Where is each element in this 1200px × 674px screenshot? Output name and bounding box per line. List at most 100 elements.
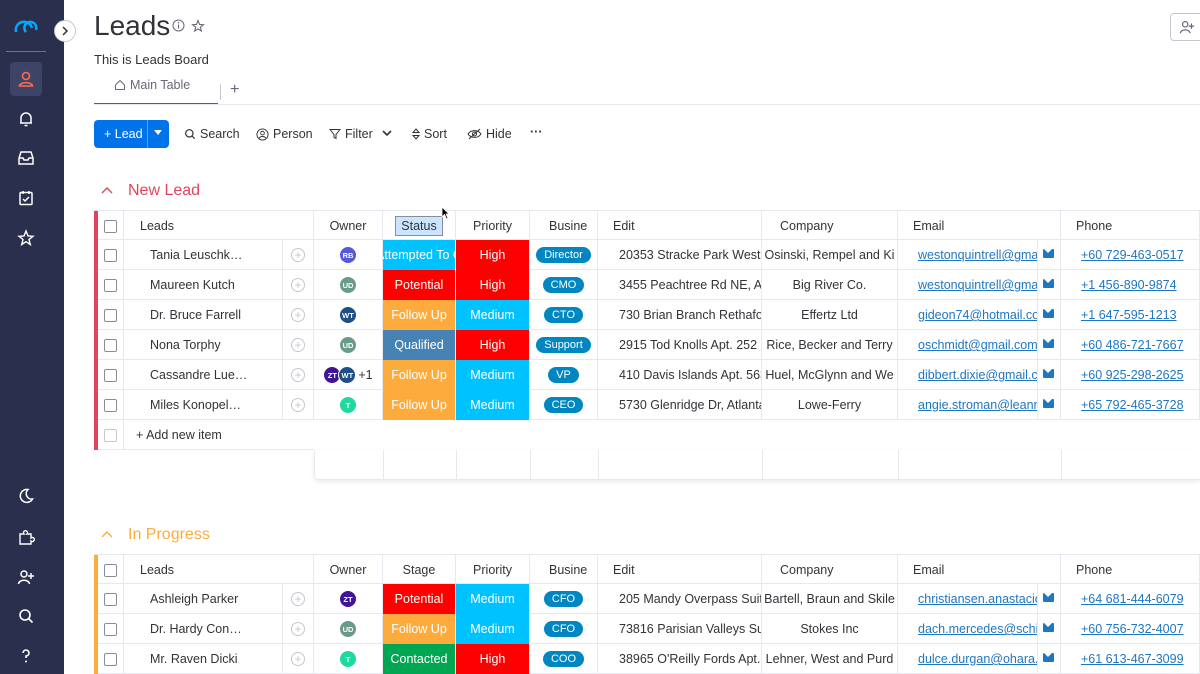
column-header-owner[interactable]: Owner	[314, 555, 383, 585]
column-header-lead[interactable]: Leads	[124, 555, 314, 585]
cell-company[interactable]: Huel, McGlynn and We	[762, 360, 898, 390]
lead-name[interactable]: Tania Leuschk…	[150, 248, 243, 262]
cell-lead[interactable]: Miles Konopel…	[124, 390, 283, 420]
cell-business[interactable]: VP	[530, 360, 598, 390]
business-tag[interactable]: CFO	[543, 591, 584, 607]
column-header-business[interactable]: Busine	[530, 555, 598, 585]
collapse-sidebar-button[interactable]	[54, 20, 76, 42]
column-header-phone[interactable]: Phone	[1061, 555, 1200, 585]
business-tag[interactable]: CFO	[543, 621, 584, 637]
mail-icon[interactable]	[1043, 339, 1054, 348]
app-logo-icon[interactable]	[12, 14, 40, 38]
cell-priority[interactable]: High	[456, 270, 530, 300]
cell-phone[interactable]: +60 486-721-7667	[1061, 330, 1200, 360]
cell-edit[interactable]: 20353 Stracke Park West Elk	[598, 240, 762, 270]
cell-owner[interactable]: T	[314, 644, 383, 674]
row-checkbox[interactable]	[104, 338, 117, 352]
table-row[interactable]: Ashleigh Parker + ZT Potential Medium CFO 205 …	[94, 584, 1200, 614]
cell-email[interactable]: westonquintrell@gmail.c	[898, 270, 1061, 300]
cell-status[interactable]: Follow Up	[383, 300, 456, 330]
cell-company[interactable]: Rice, Becker and Terry	[762, 330, 898, 360]
cell-phone[interactable]: +61 613-467-3099	[1061, 644, 1200, 674]
cell-owner[interactable]: RB	[314, 240, 383, 270]
cell-priority[interactable]: Medium	[456, 584, 530, 614]
cell-lead[interactable]: Dr. Bruce Farrell	[124, 300, 283, 330]
cell-owner[interactable]: T	[314, 390, 383, 420]
cell-edit[interactable]: 2915 Tod Knolls Apt. 252 So	[598, 330, 762, 360]
cell-chat[interactable]: +	[283, 330, 314, 360]
cell-cb[interactable]	[98, 614, 124, 644]
row-checkbox[interactable]	[104, 398, 117, 412]
phone-link[interactable]: +1 456-890-9874	[1081, 278, 1177, 292]
column-header-email[interactable]: Email	[898, 555, 1061, 585]
cell-chat[interactable]: +	[283, 644, 314, 674]
add-update-icon[interactable]: +	[291, 592, 305, 606]
lead-name[interactable]: Ashleigh Parker	[150, 592, 239, 606]
add-update-icon[interactable]: +	[291, 622, 305, 636]
business-tag[interactable]: VP	[548, 367, 579, 383]
mail-icon[interactable]	[1043, 279, 1054, 288]
column-header-phone[interactable]: Phone	[1061, 211, 1200, 241]
phone-link[interactable]: +60 756-732-4007	[1081, 622, 1184, 636]
lead-name[interactable]: Dr. Hardy Con…	[150, 622, 242, 636]
cell-company[interactable]: Lowe-Ferry	[762, 390, 898, 420]
rail-inbox[interactable]	[12, 144, 40, 172]
cell-business[interactable]: CFO	[530, 584, 598, 614]
cell-priority[interactable]: High	[456, 330, 530, 360]
hide-button[interactable]: Hide	[467, 127, 512, 141]
business-tag[interactable]: CMO	[542, 277, 585, 293]
rail-favorites[interactable]	[12, 224, 40, 252]
more-options-button[interactable]: ···	[530, 125, 543, 139]
table-row[interactable]: Tania Leuschk… + RB Attempted To CHigh Direc…	[94, 240, 1200, 270]
cell-cb[interactable]	[98, 584, 124, 614]
cell-email[interactable]: dibbert.dixie@gmail.con	[898, 360, 1061, 390]
rail-leads-item[interactable]	[10, 62, 42, 96]
phone-link[interactable]: +60 729-463-0517	[1081, 248, 1184, 262]
chevron-up-icon[interactable]	[100, 184, 114, 198]
cell-owner[interactable]: ZT WT +1	[314, 360, 383, 390]
email-link[interactable]: dulce.durgan@ohara.co	[918, 652, 1038, 666]
chevron-up-icon[interactable]	[100, 528, 114, 542]
phone-link[interactable]: +60 925-298-2625	[1081, 368, 1184, 382]
column-header-status[interactable]: Status	[383, 211, 456, 241]
cell-priority[interactable]: Medium	[456, 300, 530, 330]
cell-phone[interactable]: +65 792-465-3728	[1061, 390, 1200, 420]
star-icon[interactable]	[191, 19, 205, 33]
cell-status[interactable]: Contacted	[383, 644, 456, 674]
email-link[interactable]: westonquintrell@gmail.c	[918, 248, 1038, 262]
table-row[interactable]: Miles Konopel… + T Follow Up Medium CEO 5730 G…	[94, 390, 1200, 420]
cell-edit[interactable]: 730 Brian Branch Rethafort,	[598, 300, 762, 330]
rail-my-work[interactable]	[12, 184, 40, 212]
cell-owner[interactable]: WT	[314, 300, 383, 330]
caret-down-icon[interactable]	[154, 130, 162, 135]
column-header-priority[interactable]: Priority	[456, 555, 530, 585]
cell-company[interactable]: Stokes Inc	[762, 614, 898, 644]
cell-status[interactable]: Attempted To C	[383, 240, 456, 270]
cell-phone[interactable]: +1 647-595-1213	[1061, 300, 1200, 330]
email-link[interactable]: angie.stroman@leannon	[918, 398, 1038, 412]
cell-cb[interactable]	[98, 270, 124, 300]
cell-company[interactable]: Effertz Ltd	[762, 300, 898, 330]
cell-owner[interactable]: UD	[314, 614, 383, 644]
row-checkbox[interactable]	[104, 368, 117, 382]
table-row[interactable]: Dr. Hardy Con… + UD Follow Up Medium CFO 73816…	[94, 614, 1200, 644]
board-description[interactable]: This is Leads Board	[94, 52, 209, 67]
cell-cb[interactable]	[98, 390, 124, 420]
avatar[interactable]: T	[339, 396, 357, 414]
row-checkbox[interactable]	[104, 248, 117, 262]
mail-icon[interactable]	[1043, 593, 1054, 602]
cell-owner[interactable]: UD	[314, 330, 383, 360]
row-checkbox[interactable]	[104, 622, 117, 636]
cell-status[interactable]: Follow Up	[383, 614, 456, 644]
column-header-priority[interactable]: Priority	[456, 211, 530, 241]
info-icon[interactable]	[172, 19, 185, 32]
phone-link[interactable]: +1 647-595-1213	[1081, 308, 1177, 322]
row-checkbox[interactable]	[104, 278, 117, 292]
column-header-status[interactable]: Stage	[383, 555, 456, 585]
cell-chat[interactable]: +	[283, 240, 314, 270]
cell-priority[interactable]: Medium	[456, 360, 530, 390]
column-header-lead[interactable]: Leads	[124, 211, 314, 241]
cell-priority[interactable]: High	[456, 644, 530, 674]
cell-business[interactable]: CEO	[530, 390, 598, 420]
column-header-company[interactable]: Company	[762, 211, 898, 241]
